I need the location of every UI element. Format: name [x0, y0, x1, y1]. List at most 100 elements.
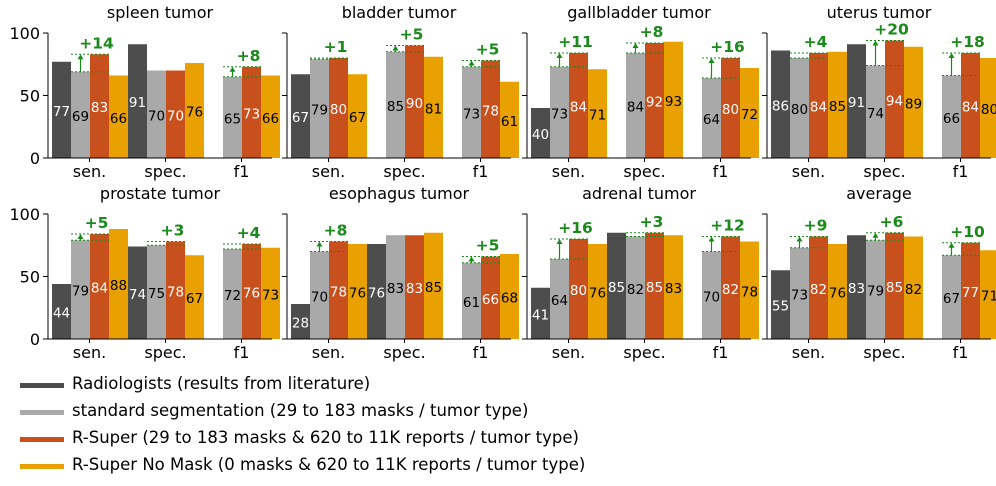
data-label: 78 — [167, 284, 184, 300]
bar — [740, 241, 759, 339]
data-label: 67 — [943, 291, 960, 307]
data-label: 84 — [962, 100, 979, 116]
data-label: 64 — [551, 293, 568, 309]
gain-arrowhead — [77, 234, 84, 239]
bar — [71, 71, 90, 158]
data-label: 68 — [501, 291, 518, 307]
legend-swatch-standard-segmentation — [20, 410, 64, 415]
data-label: 91 — [848, 95, 865, 111]
legend-swatch-r-super-no-mask — [20, 464, 64, 469]
x-tick-label: spec. — [383, 162, 425, 181]
bar — [481, 256, 500, 339]
gain-arrowhead — [872, 232, 879, 238]
bar — [242, 66, 261, 158]
data-label: 73 — [463, 106, 480, 122]
data-label: 80 — [981, 102, 996, 118]
gain-arrowhead — [872, 40, 879, 46]
bar — [462, 66, 481, 158]
data-label: 70 — [167, 108, 184, 124]
gain-arrowhead — [556, 53, 563, 58]
x-tick-label: sen. — [73, 343, 106, 362]
bar — [721, 58, 740, 158]
bar — [147, 245, 166, 339]
gain-arrowhead — [77, 54, 84, 60]
gain-label: +9 — [804, 217, 828, 235]
bar — [885, 232, 904, 339]
gain-arrowhead — [796, 236, 803, 242]
gain-arrowhead — [229, 66, 236, 72]
bar — [790, 247, 809, 339]
data-label: 79 — [867, 284, 884, 300]
data-label: 72 — [224, 288, 241, 304]
data-label: 44 — [53, 306, 70, 322]
y-tick-label: 50 — [20, 268, 40, 287]
bar — [771, 270, 790, 339]
bar — [664, 41, 683, 158]
x-tick-label: spec. — [623, 162, 665, 181]
bar — [626, 53, 645, 158]
data-label: 85 — [646, 280, 663, 296]
bar — [261, 247, 280, 339]
legend-label-radiologists: Radiologists (results from literature) — [72, 374, 371, 393]
bar — [223, 76, 242, 158]
gain-arrowhead — [392, 45, 399, 51]
data-label: 61 — [463, 295, 480, 311]
x-tick-label: sen. — [73, 162, 106, 181]
bar — [367, 244, 386, 339]
data-label: 80 — [791, 102, 808, 118]
data-label: 93 — [665, 94, 682, 110]
bar — [645, 43, 664, 158]
panel-title: gallbladder tumor — [567, 3, 711, 22]
bar — [866, 65, 885, 158]
data-label: 80 — [722, 102, 739, 118]
legend-swatch-radiologists — [20, 383, 64, 388]
gain-label: +8 — [237, 47, 261, 65]
bar — [242, 244, 261, 339]
bar — [866, 240, 885, 339]
gain-label: +3 — [161, 222, 185, 240]
x-tick-label: sen. — [312, 343, 345, 362]
gain-label: +20 — [874, 21, 909, 39]
bar — [348, 74, 367, 158]
x-tick-label: sen. — [792, 162, 825, 181]
gain-arrowhead — [708, 58, 715, 63]
bar — [261, 75, 280, 158]
data-label: 41 — [532, 307, 549, 323]
data-label: 92 — [646, 95, 663, 111]
data-label: 80 — [570, 283, 587, 299]
bar — [645, 232, 664, 339]
bar — [942, 255, 961, 339]
data-label: 40 — [532, 127, 549, 143]
data-label: 76 — [829, 286, 846, 302]
bar — [291, 304, 310, 339]
data-label: 67 — [186, 291, 203, 307]
data-label: 83 — [848, 281, 865, 297]
y-tick-label: 0 — [30, 149, 40, 168]
gain-label: +14 — [79, 34, 114, 52]
data-label: 82 — [905, 282, 922, 298]
bar — [109, 229, 128, 339]
data-label: 66 — [943, 111, 960, 127]
data-label: 86 — [772, 98, 789, 114]
x-tick-label: spec. — [863, 343, 905, 362]
data-label: 82 — [722, 282, 739, 298]
gain-arrowhead — [556, 239, 563, 244]
bar — [185, 255, 204, 339]
gain-label: +5 — [476, 237, 500, 255]
bar — [348, 244, 367, 339]
x-tick-label: spec. — [144, 162, 186, 181]
data-label: 79 — [72, 284, 89, 300]
gain-label: +16 — [710, 38, 745, 56]
data-label: 83 — [406, 281, 423, 297]
bar — [424, 232, 443, 339]
data-label: 73 — [262, 287, 279, 303]
data-label: 76 — [243, 286, 260, 302]
x-tick-label: f1 — [953, 343, 969, 362]
bar — [166, 241, 185, 339]
legend-swatch-r-super — [20, 437, 64, 442]
bar — [90, 234, 109, 339]
gain-arrowhead — [316, 241, 323, 247]
x-tick-label: sen. — [312, 162, 345, 181]
